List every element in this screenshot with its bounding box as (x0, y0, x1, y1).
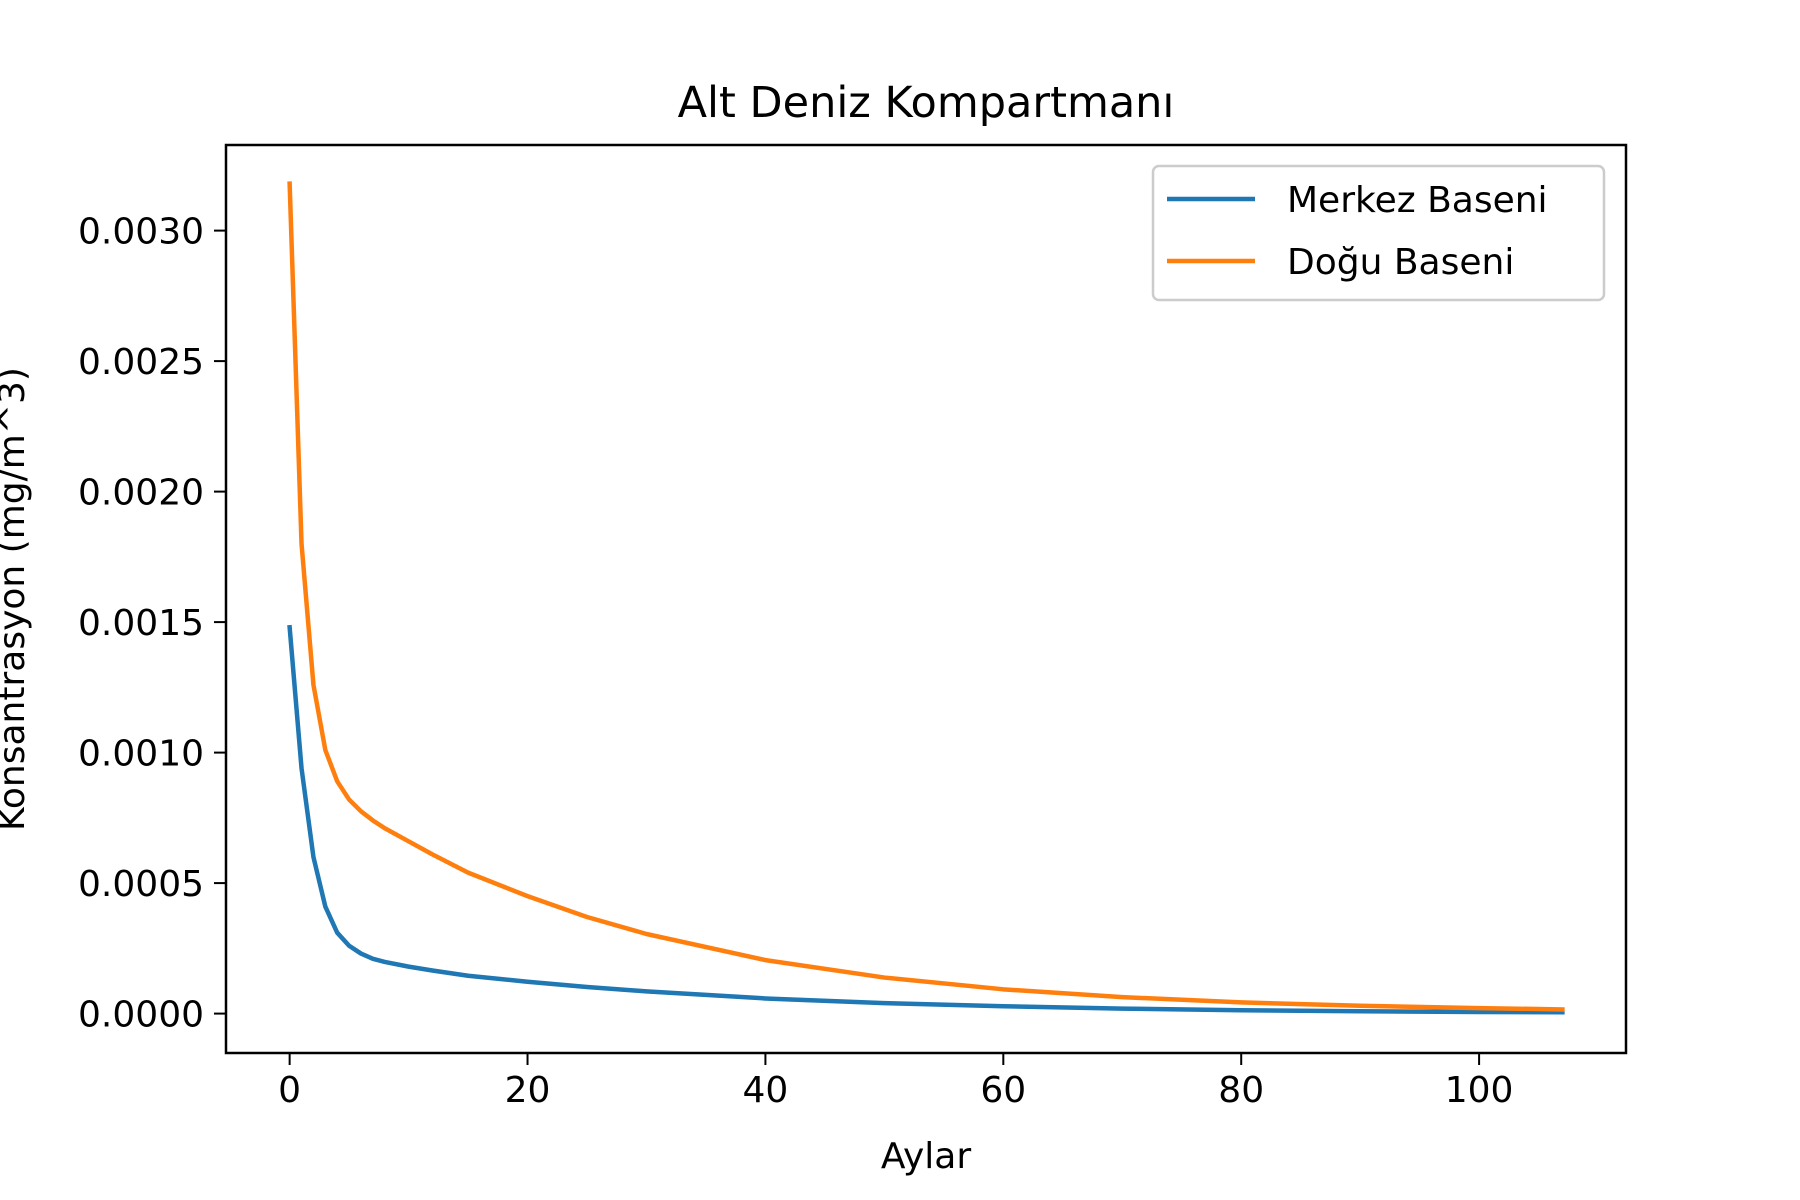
y-tick-label: 0.0015 (78, 603, 204, 644)
x-tick-label: 20 (505, 1070, 551, 1111)
series-line-merkez-baseni (287, 624, 1565, 1015)
y-tick-label: 0.0025 (78, 342, 204, 383)
chart-title: Alt Deniz Kompartmanı (678, 78, 1175, 128)
axes-frame (224, 143, 1628, 1055)
x-tick-label: 80 (1218, 1070, 1264, 1111)
legend: Merkez Baseni Doğu Baseni (1151, 164, 1606, 302)
x-tick-label: 40 (743, 1070, 789, 1111)
series-lines (287, 181, 1565, 1015)
y-tick-label: 0.0010 (78, 734, 204, 775)
series-line-dogu-baseni (287, 181, 1565, 1012)
x-tick-label: 100 (1445, 1070, 1514, 1111)
y-tick-label: 0.0000 (78, 995, 204, 1036)
y-axis-ticks: 0.0000 0.0005 0.0010 0.0015 0.0020 0.0025 0.00… (78, 212, 226, 1036)
legend-label-merkez-baseni: Merkez Baseni (1287, 180, 1548, 221)
x-tick-label: 60 (980, 1070, 1026, 1111)
y-axis-label: Konsantrasyon (mg/m^3) (0, 367, 33, 831)
y-tick-label: 0.0030 (78, 212, 204, 253)
x-axis-ticks: 0 20 40 60 80 100 (278, 1053, 1513, 1111)
plot-area (224, 143, 1628, 1055)
y-tick-label: 0.0005 (78, 864, 204, 905)
y-tick-label: 0.0020 (78, 473, 204, 514)
x-tick-label: 0 (278, 1070, 301, 1111)
x-axis-label: Aylar (881, 1136, 972, 1177)
legend-box (1151, 164, 1606, 302)
legend-label-dogu-baseni: Doğu Baseni (1287, 242, 1514, 283)
